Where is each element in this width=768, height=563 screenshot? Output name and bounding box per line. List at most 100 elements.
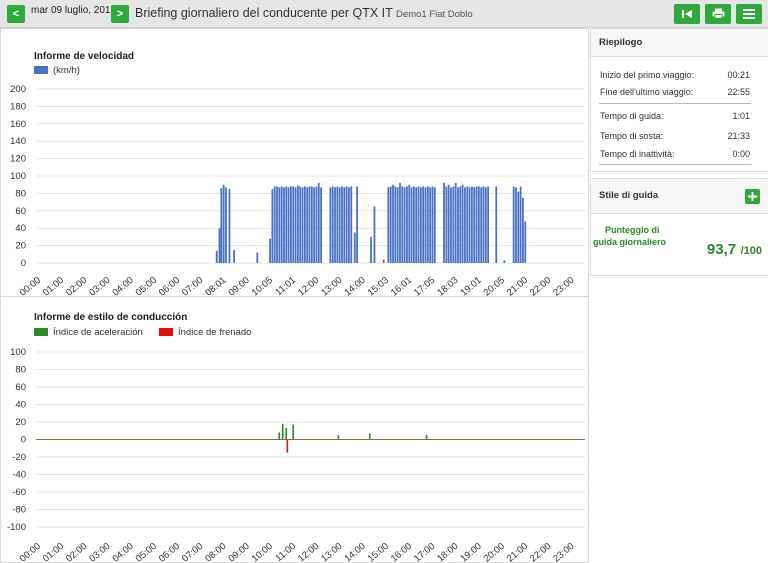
y-tick-label: 20 <box>15 241 26 252</box>
bar <box>370 236 372 263</box>
menu-icon <box>743 9 755 19</box>
bar <box>475 186 478 263</box>
x-tick-label: 01:00 <box>41 275 66 296</box>
prev-day-button[interactable]: < <box>7 5 25 23</box>
summary-value: 21:33 <box>727 131 750 141</box>
y-tick-label: 0 <box>21 435 26 446</box>
bar <box>447 184 450 263</box>
bar <box>317 182 320 263</box>
first-page-button[interactable] <box>674 4 700 24</box>
y-tick-label: 60 <box>15 206 26 217</box>
bar <box>285 428 287 440</box>
score-label: Punteggio di guida giornaliero <box>593 225 667 247</box>
bar <box>431 186 434 263</box>
bar <box>278 187 281 263</box>
bar <box>320 187 322 263</box>
bar <box>454 182 457 263</box>
bar <box>373 206 376 263</box>
bar <box>297 185 299 263</box>
divider <box>599 164 751 165</box>
x-tick-label: 18:00 <box>435 541 460 562</box>
y-tick-label: 100 <box>10 171 26 182</box>
bar <box>461 184 464 263</box>
bar <box>299 186 302 263</box>
bar <box>445 186 448 263</box>
bar <box>403 187 406 263</box>
y-tick-label: 40 <box>15 223 26 234</box>
summary-value: 22:55 <box>727 87 750 97</box>
y-tick-label: 120 <box>10 154 26 165</box>
page-title: Briefing giornaliero del conducente per … <box>135 6 473 20</box>
bar <box>225 187 227 263</box>
x-tick-label: 22:00 <box>528 275 553 296</box>
skip-back-icon <box>682 10 692 18</box>
bar <box>287 187 290 263</box>
bar <box>387 187 390 263</box>
y-tick-label: 160 <box>10 119 26 130</box>
x-tick-label: 14:00 <box>342 275 367 296</box>
bar <box>294 187 297 263</box>
legend-swatch-speed <box>34 66 48 75</box>
style-chart: -100 -80 -60 -40 -20 0 20 40 60 80 100 00:0001:0002… <box>7 347 585 562</box>
x-tick-label: 09:00 <box>226 541 251 562</box>
menu-button[interactable] <box>736 4 762 24</box>
x-tick-label: 07:00 <box>180 275 205 296</box>
add-button[interactable] <box>745 189 760 204</box>
bar <box>283 187 285 263</box>
bar <box>292 424 294 440</box>
summary-value: 0:00 <box>732 149 750 159</box>
summary-row-idle-time: Tempo di inattività: 0:00 <box>600 149 750 159</box>
bar <box>256 252 259 263</box>
bar <box>399 182 401 263</box>
x-tick-label: 18:03 <box>435 275 460 296</box>
bar <box>313 187 316 263</box>
x-tick-label: 04:00 <box>110 541 135 562</box>
score-display: 93,7 /100 <box>707 241 762 259</box>
x-tick-label: 16:01 <box>389 275 414 296</box>
x-tick-label: 19:00 <box>458 541 483 562</box>
next-day-button[interactable]: > <box>111 5 129 23</box>
bar <box>419 187 422 263</box>
y-tick-label: 180 <box>10 101 26 112</box>
y-tick-label: 80 <box>15 188 26 199</box>
x-tick-label: 10:05 <box>250 275 275 296</box>
summary-row-last-trip: Fine dell'ultimo viaggio: 22:55 <box>600 87 750 97</box>
bar <box>459 186 462 263</box>
bar <box>487 186 490 263</box>
bar <box>368 433 371 440</box>
y-tick-label: 80 <box>15 365 26 376</box>
bar <box>517 191 520 263</box>
x-tick-label: 22:00 <box>528 541 553 562</box>
print-button[interactable] <box>705 4 731 24</box>
bar <box>519 186 522 263</box>
bar <box>515 187 517 263</box>
speed-chart-panel: Informe de velocidad (km/h) 0 20 40 60 80 100… <box>0 28 589 297</box>
bar <box>392 184 394 263</box>
bar <box>401 186 404 263</box>
y-tick-label: 200 <box>10 84 26 95</box>
bar <box>222 184 225 263</box>
bar <box>406 186 408 263</box>
x-tick-label: 14:00 <box>342 541 367 562</box>
plus-icon <box>748 192 757 201</box>
bar <box>482 186 485 263</box>
bar <box>285 186 288 263</box>
bar <box>308 186 311 263</box>
x-tick-label: 07:00 <box>180 541 205 562</box>
bar <box>382 259 385 263</box>
legend-label-accel: Índice de aceleración <box>53 327 143 338</box>
bar <box>218 228 221 263</box>
y-tick-label: 40 <box>15 400 26 411</box>
bar <box>503 260 506 263</box>
x-tick-label: 06:00 <box>157 541 182 562</box>
x-tick-label: 15:03 <box>366 275 391 296</box>
bar <box>276 186 278 263</box>
bar <box>464 187 466 263</box>
bar <box>292 186 295 263</box>
x-tick-label: 12:00 <box>296 275 321 296</box>
x-tick-label: 12:00 <box>296 541 321 562</box>
bar <box>480 187 483 263</box>
legend-label-brake: Índice de frenado <box>178 327 252 338</box>
x-tick-label: 16:00 <box>389 541 414 562</box>
bar <box>413 186 415 263</box>
